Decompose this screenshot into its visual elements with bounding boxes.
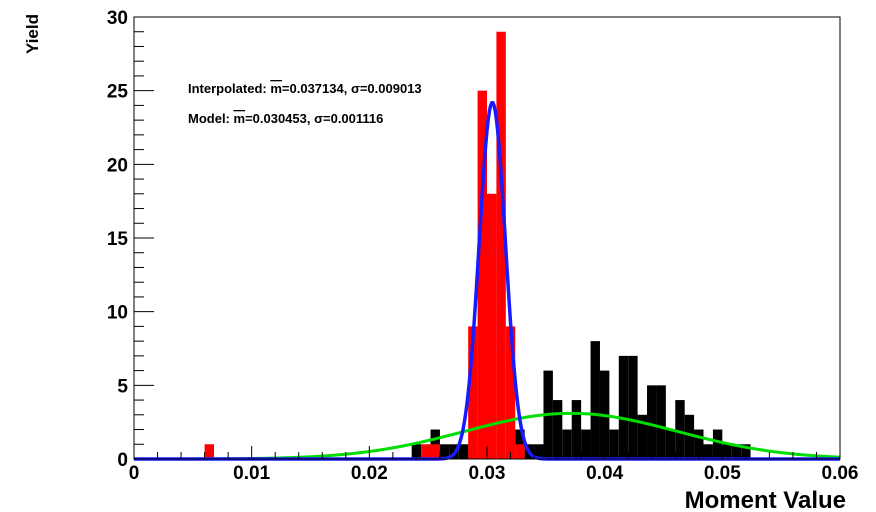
fit-annotation-line: Interpolated: m=0.037134, σ=0.009013 xyxy=(188,81,422,96)
y-axis-ticks xyxy=(134,16,154,460)
fit-annotations: Interpolated: m=0.037134, σ=0.009013 Mode… xyxy=(188,81,422,126)
red-histogram-bar xyxy=(204,444,215,459)
y-axis-title: Yield xyxy=(23,14,42,54)
black-histogram-bar xyxy=(722,444,732,459)
x-tick-label: 0 xyxy=(129,463,140,484)
black-histogram-bar xyxy=(731,444,742,459)
black-histogram-bar xyxy=(741,444,751,459)
black-histogram-bar xyxy=(675,400,685,459)
black-histogram xyxy=(411,341,751,459)
y-tick-label: 0 xyxy=(117,450,128,471)
x-tick-label: 0.03 xyxy=(469,463,506,484)
black-histogram-bar xyxy=(712,429,723,459)
red-histogram-bar xyxy=(430,444,440,459)
black-histogram-bar xyxy=(703,444,713,459)
red-histogram-bar xyxy=(477,90,487,460)
x-tick-label: 0.02 xyxy=(351,463,388,484)
x-axis-tick-labels: 0 0.01 0.02 0.03 0.04 0.05 0.06 xyxy=(129,463,859,484)
red-histogram xyxy=(204,31,525,460)
red-histogram-bar xyxy=(487,193,497,460)
y-tick-label: 10 xyxy=(107,303,128,324)
black-histogram-bar xyxy=(534,444,544,459)
y-tick-label: 15 xyxy=(107,229,129,250)
black-histogram-bar xyxy=(684,414,695,459)
black-histogram-bar xyxy=(411,444,422,459)
black-histogram-bar xyxy=(628,355,638,459)
black-histogram-bar xyxy=(656,385,666,459)
red-histogram-bar xyxy=(505,326,516,459)
black-histogram-bar xyxy=(637,414,648,459)
y-tick-label: 20 xyxy=(107,155,128,176)
black-histogram-bar xyxy=(609,429,619,459)
red-histogram-bar xyxy=(496,31,506,459)
red-histogram-bar xyxy=(468,326,478,459)
black-histogram-bar xyxy=(581,429,591,459)
red-histogram-bar xyxy=(515,444,525,459)
red-histogram-bar xyxy=(421,444,431,459)
black-histogram-bar xyxy=(571,400,582,459)
black-histogram-bar xyxy=(694,429,704,459)
black-histogram-bar xyxy=(590,341,600,459)
y-axis-tick-labels: 0 5 10 15 20 25 30 xyxy=(107,8,129,471)
black-histogram-bar xyxy=(562,429,572,459)
fit-annotation-line: Model: m=0.030453, σ=0.001116 xyxy=(188,111,383,126)
x-tick-label: 0.05 xyxy=(704,463,741,484)
y-tick-label: 25 xyxy=(107,82,129,103)
x-axis-title: Moment Value xyxy=(685,487,846,512)
x-axis-ticks xyxy=(133,446,841,459)
black-histogram-bar xyxy=(618,355,629,459)
x-tick-label: 0.04 xyxy=(586,463,623,484)
black-histogram-bar xyxy=(647,385,657,459)
black-histogram-bar xyxy=(552,400,563,459)
x-tick-label: 0.06 xyxy=(822,463,859,484)
x-tick-label: 0.01 xyxy=(233,463,270,484)
y-tick-label: 30 xyxy=(107,8,128,29)
y-tick-label: 5 xyxy=(117,376,128,397)
black-histogram-bar xyxy=(458,444,469,459)
black-histogram-bar xyxy=(439,444,450,459)
black-histogram-bar xyxy=(665,429,676,459)
